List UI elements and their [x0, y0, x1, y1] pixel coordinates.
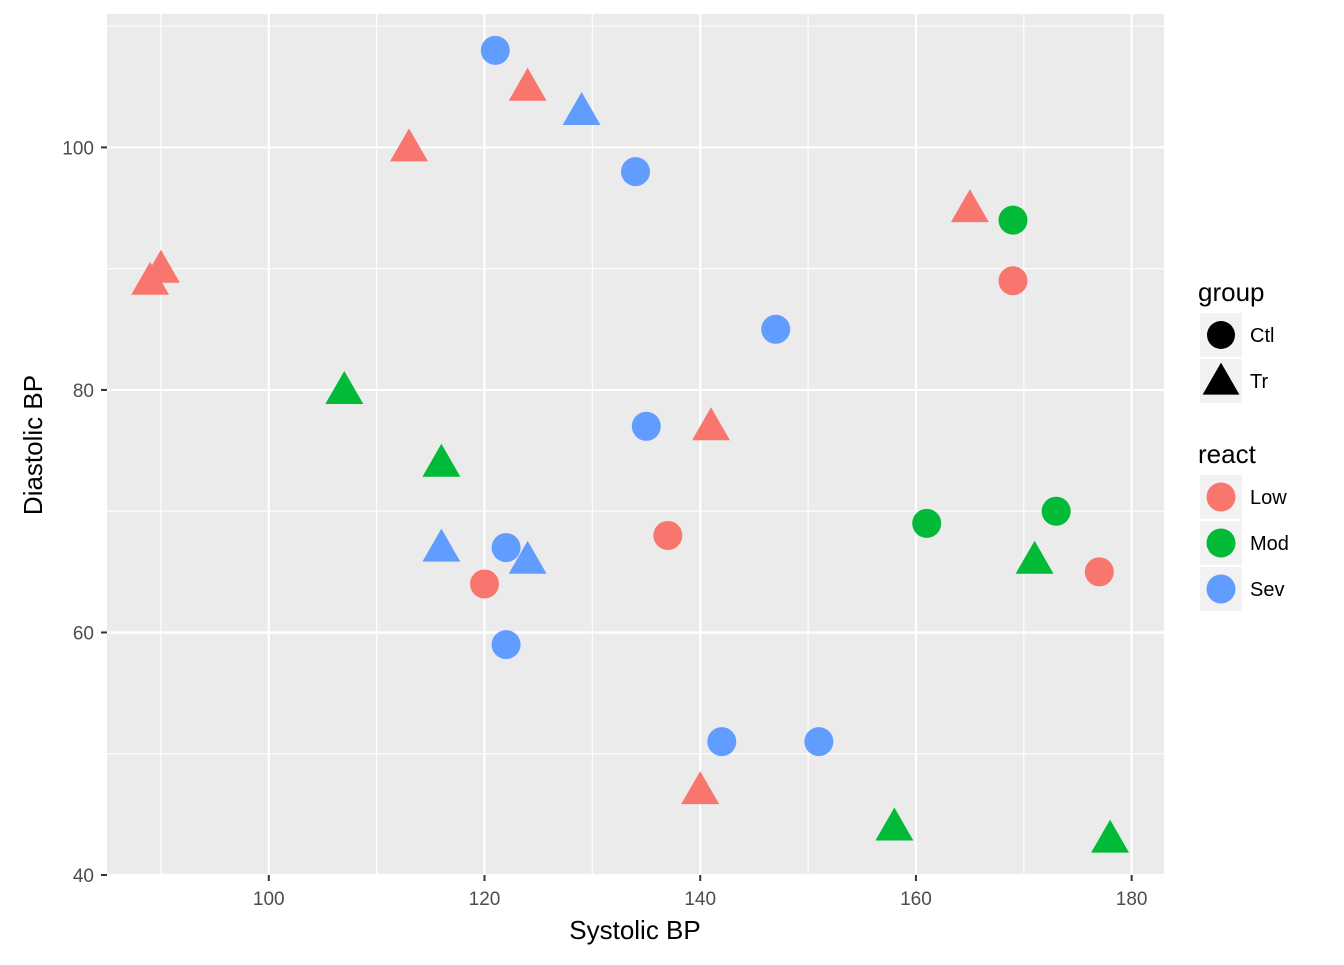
data-point-circle [653, 520, 683, 550]
legend-label-low: Low [1250, 487, 1287, 509]
legend-key-color-sev [1206, 574, 1236, 604]
y-axis-title: Diastolic BP [18, 375, 48, 515]
x-tick-label: 120 [469, 889, 501, 910]
x-axis-title: Systolic BP [569, 915, 701, 945]
data-point-triangle [325, 371, 364, 404]
x-tick-label: 140 [684, 889, 716, 910]
legend-label-sev: Sev [1250, 579, 1284, 601]
data-point-triangle [508, 540, 547, 574]
y-tick-label: 60 [73, 623, 94, 644]
data-point-circle [491, 533, 521, 563]
data-point-triangle [422, 443, 461, 477]
legend-key-circle [1207, 321, 1235, 349]
data-point-triangle [508, 67, 547, 101]
legend-label-ctl: Ctl [1250, 325, 1274, 347]
points-layer [131, 35, 1129, 853]
grid-layer [107, 14, 1164, 877]
data-point-circle [621, 157, 650, 187]
legend-key-triangle [1202, 362, 1240, 395]
data-point-circle [1041, 496, 1071, 526]
x-tick-label: 160 [900, 889, 932, 910]
data-point-circle [491, 630, 521, 660]
data-point-triangle [131, 261, 170, 295]
x-tick-label: 180 [1116, 889, 1148, 910]
legend-title-group: group [1198, 277, 1265, 307]
data-point-circle [912, 508, 942, 538]
data-point-triangle [562, 92, 601, 125]
y-tick-label: 100 [62, 138, 94, 159]
data-point-circle [998, 205, 1028, 235]
x-tick-label: 100 [253, 889, 285, 910]
data-point-triangle [422, 528, 461, 562]
plot-panel [107, 14, 1164, 875]
data-point-triangle [390, 128, 428, 162]
legend-label-tr: Tr [1250, 371, 1268, 393]
data-point-triangle [1015, 540, 1054, 574]
data-point-circle [998, 266, 1028, 296]
data-point-circle [480, 35, 510, 65]
data-point-circle [631, 411, 661, 441]
legend-title-react: react [1198, 439, 1257, 469]
y-tick-label: 40 [73, 866, 94, 887]
axes-layer: 100 120 140 160 180 40 60 80 100 [62, 138, 1147, 910]
data-point-triangle [1091, 819, 1129, 853]
data-point-triangle [692, 407, 730, 441]
legend-key-color-mod [1206, 528, 1236, 558]
data-point-triangle [681, 771, 720, 805]
data-point-triangle [950, 189, 989, 223]
data-point-circle [470, 569, 499, 599]
legend-label-mod: Mod [1250, 533, 1289, 555]
legend-key-color-low [1206, 482, 1236, 512]
data-point-circle [761, 314, 791, 344]
data-point-circle [804, 727, 834, 757]
legend: group react Ctl Tr Low Mod Sev [1198, 277, 1289, 611]
data-point-circle [707, 727, 737, 757]
data-point-circle [1084, 557, 1114, 587]
y-tick-label: 80 [73, 381, 94, 402]
data-point-triangle [875, 807, 914, 841]
